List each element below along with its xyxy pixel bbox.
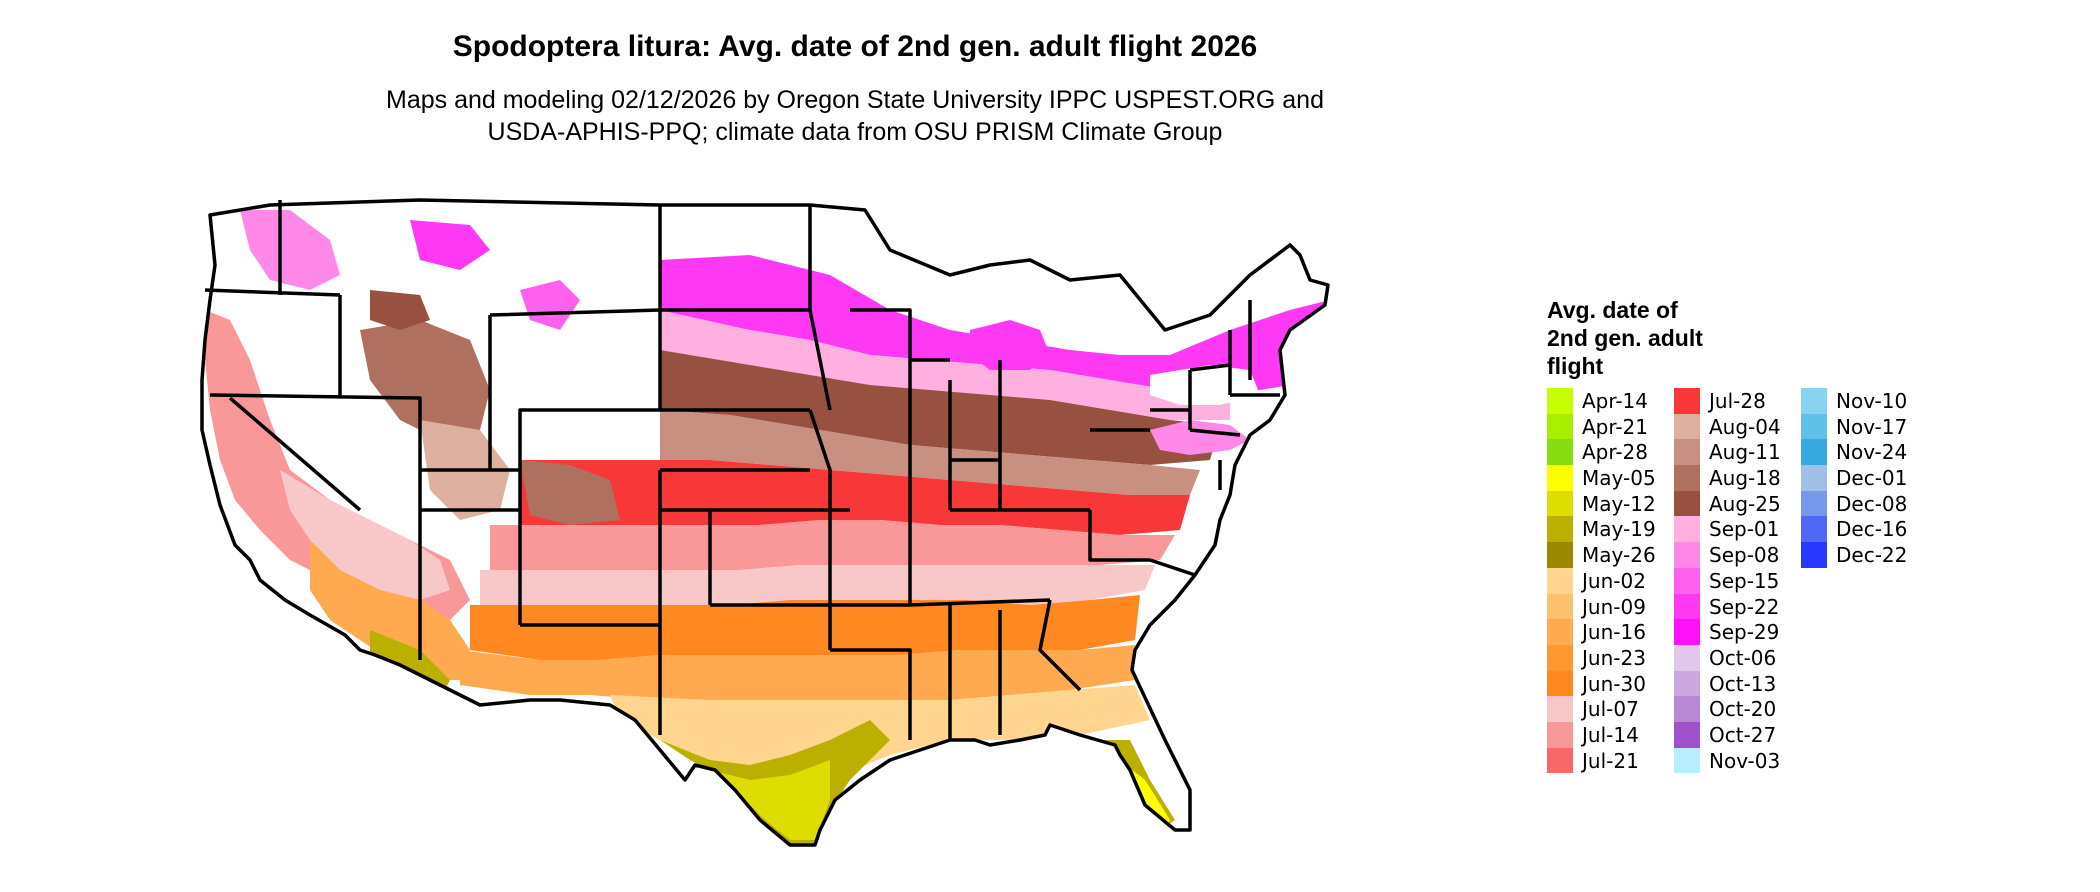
legend-label: May-12 — [1582, 491, 1656, 516]
legend-label: Dec-08 — [1836, 491, 1908, 516]
legend-label: Sep-01 — [1709, 517, 1780, 542]
legend-swatch — [1674, 542, 1700, 568]
legend-swatch — [1674, 516, 1700, 543]
legend-label: Aug-25 — [1709, 491, 1781, 516]
legend-label: Nov-24 — [1836, 440, 1908, 465]
legend-swatch — [1801, 439, 1827, 466]
legend-swatch — [1674, 696, 1700, 722]
legend-label: Oct-27 — [1709, 722, 1777, 747]
legend-swatch — [1547, 542, 1573, 568]
date-legend: Apr-14 Apr-21 Apr-28 May-05 May-12 May-19 May-… — [1547, 388, 2047, 788]
legend-label: Dec-16 — [1836, 517, 1908, 542]
legend-label: Sep-15 — [1709, 568, 1780, 593]
legend-swatch — [1674, 721, 1700, 748]
legend-label: May-05 — [1582, 466, 1656, 491]
legend-swatch — [1801, 388, 1827, 414]
legend-label: Oct-13 — [1709, 671, 1777, 696]
legend-label: Jul-07 — [1582, 697, 1639, 722]
legend-swatch — [1547, 516, 1573, 543]
legend-label: Jul-21 — [1582, 748, 1639, 773]
legend-label: Sep-22 — [1709, 594, 1780, 619]
legend-label: Apr-14 — [1582, 389, 1648, 413]
legend-label: Apr-28 — [1582, 440, 1648, 465]
legend-swatch — [1674, 465, 1700, 491]
legend-label: Dec-22 — [1836, 543, 1908, 568]
legend-label: Nov-03 — [1709, 748, 1781, 773]
legend-swatch — [1674, 439, 1700, 466]
legend-swatch — [1547, 465, 1573, 491]
legend-swatch — [1547, 593, 1573, 620]
legend-swatch — [1547, 567, 1573, 594]
legend-label: Jun-16 — [1582, 620, 1646, 645]
legend-swatch — [1547, 619, 1573, 645]
state-boundaries — [200, 198, 1330, 847]
legend-swatch — [1547, 388, 1573, 414]
legend-label: Sep-29 — [1709, 620, 1780, 645]
legend-swatch — [1674, 490, 1700, 517]
legend-swatch — [1547, 490, 1573, 517]
legend-label: Jul-14 — [1582, 722, 1639, 747]
us-phenology-map — [200, 198, 1330, 847]
legend-swatch — [1801, 542, 1827, 568]
subtitle-line-2: USDA-APHIS-PPQ; climate data from OSU PR… — [487, 118, 1223, 146]
us-outline — [200, 198, 1330, 847]
legend-label: Apr-21 — [1582, 414, 1648, 439]
legend-swatch — [1547, 696, 1573, 722]
legend-title-line-1: Avg. date of — [1547, 297, 1678, 323]
legend-label: Aug-04 — [1709, 414, 1781, 439]
legend-swatch — [1674, 619, 1700, 645]
legend-swatch — [1674, 413, 1700, 440]
legend-swatch — [1674, 747, 1700, 774]
legend-swatch — [1547, 439, 1573, 466]
legend-swatch — [1801, 516, 1827, 543]
legend-label: Oct-06 — [1709, 645, 1777, 670]
map-title: Spodoptera litura: Avg. date of 2nd gen.… — [452, 30, 1258, 63]
central-borders — [710, 205, 1196, 740]
legend-label: Jun-30 — [1582, 671, 1646, 696]
legend-label: Jun-02 — [1582, 568, 1646, 593]
legend-swatch — [1547, 644, 1573, 671]
legend-title: Avg. date of 2nd gen. adult flight — [1547, 296, 1703, 380]
legend-label: May-19 — [1582, 517, 1656, 542]
legend-label: Sep-08 — [1709, 543, 1780, 568]
west-interior-borders — [204, 200, 810, 735]
legend-label: May-26 — [1582, 543, 1656, 568]
legend-swatch — [1547, 670, 1573, 697]
phenology-color-bands — [202, 200, 1328, 845]
legend-label: Aug-18 — [1709, 466, 1781, 491]
legend-label: Oct-20 — [1709, 697, 1777, 722]
legend-swatch — [1674, 593, 1700, 620]
legend-title-line-3: flight — [1547, 353, 1604, 379]
legend-label: Jun-09 — [1582, 594, 1646, 619]
legend-swatch — [1801, 465, 1827, 491]
legend-label: Nov-10 — [1836, 389, 1908, 413]
subtitle-line-1: Maps and modeling 02/12/2026 by Oregon S… — [386, 86, 1324, 114]
legend-label: Dec-01 — [1836, 466, 1908, 491]
legend-swatch — [1674, 670, 1700, 697]
legend-label: Aug-11 — [1709, 440, 1781, 465]
northeast-borders — [1189, 300, 1280, 490]
legend-swatch — [1801, 413, 1827, 440]
legend-swatch — [1547, 721, 1573, 748]
legend-swatch — [1801, 490, 1827, 517]
legend-swatch — [1674, 567, 1700, 594]
legend-label: Jul-28 — [1709, 389, 1766, 413]
map-subtitle: Maps and modeling 02/12/2026 by Oregon S… — [0, 84, 1710, 148]
legend-swatch — [1674, 644, 1700, 671]
legend-swatch — [1674, 388, 1700, 414]
legend-label: Nov-17 — [1836, 414, 1908, 439]
legend-swatch — [1547, 413, 1573, 440]
legend-title-line-2: 2nd gen. adult — [1547, 325, 1703, 351]
legend-label: Jun-23 — [1582, 645, 1646, 670]
legend-swatch — [1547, 747, 1573, 774]
